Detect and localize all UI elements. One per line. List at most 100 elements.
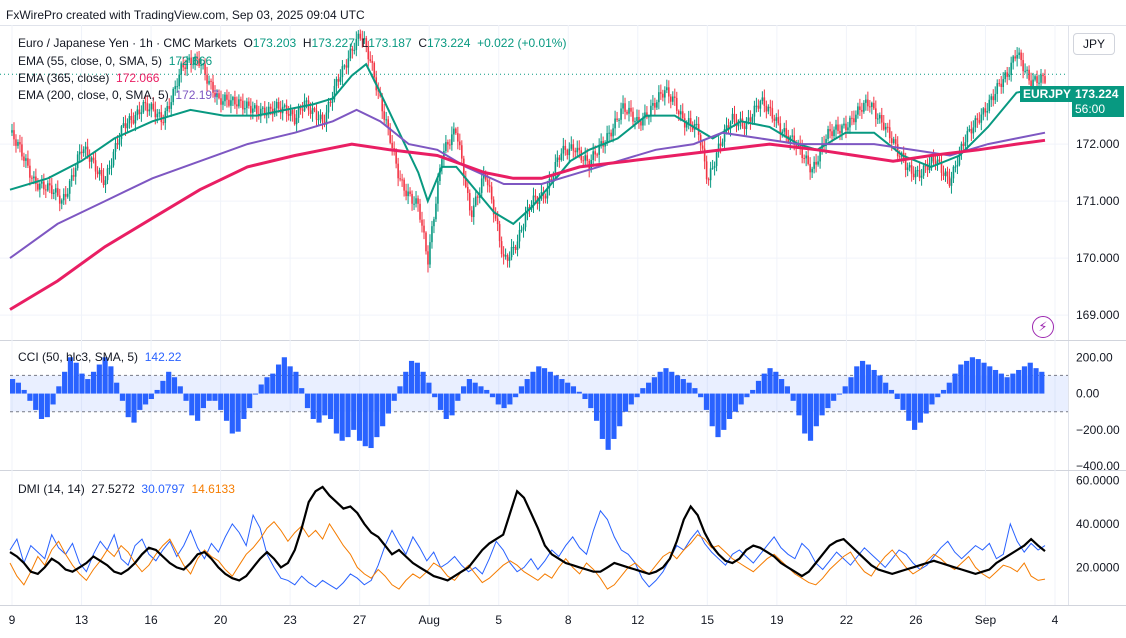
candle-body	[630, 107, 632, 112]
cci-bar	[680, 379, 686, 394]
candle-body	[671, 96, 674, 102]
cci-bar	[784, 386, 790, 394]
candle-body	[562, 145, 565, 154]
candle-body	[437, 181, 439, 204]
candle-body	[751, 116, 754, 122]
candle-body	[898, 156, 901, 158]
cci-bar	[426, 382, 432, 394]
candle-body	[311, 108, 314, 114]
candle-body	[461, 145, 463, 159]
cci-bar	[166, 371, 172, 394]
candle-body	[873, 102, 875, 109]
candle-body	[618, 119, 620, 121]
candle-body	[250, 105, 252, 113]
candle-body	[242, 100, 244, 110]
legend-dmi[interactable]: DMI (14, 14) 27.5272 30.0797 14.6133	[18, 482, 235, 496]
candle-body	[998, 83, 1001, 85]
candle-body	[443, 151, 445, 160]
time-axis-tick: 15	[701, 613, 715, 627]
candle-body	[894, 139, 897, 145]
candle-body	[861, 109, 863, 112]
candle-body	[1024, 70, 1026, 72]
candle-body	[116, 143, 119, 145]
cci-axis-tick: −200.00	[1076, 423, 1120, 437]
candle-body	[980, 114, 983, 123]
candle-body	[829, 129, 831, 132]
candle-body	[626, 111, 628, 114]
candle-body	[66, 193, 69, 197]
candle-body	[158, 112, 161, 114]
candle-body	[447, 142, 449, 145]
cci-bar	[663, 368, 669, 394]
candle-body	[341, 66, 344, 78]
currency-button[interactable]: JPY	[1073, 33, 1116, 55]
cci-bar	[646, 382, 652, 394]
symbol-title[interactable]: Euro / Japanese Yen · 1h · CMC Markets	[18, 36, 237, 50]
candle-body	[206, 74, 208, 84]
candle-body	[182, 63, 184, 68]
candle-body	[152, 103, 155, 110]
cci-axis-tick: 0.00	[1076, 387, 1100, 401]
candle-body	[1006, 72, 1008, 77]
cci-bar	[90, 371, 97, 394]
candle-body	[455, 128, 457, 134]
candle-body	[58, 195, 61, 204]
candle-body	[136, 109, 139, 116]
time-axis-tick: 23	[283, 613, 297, 627]
candle-body	[666, 87, 668, 91]
time-axis-tick: 27	[353, 613, 367, 627]
lightning-icon[interactable]: ⚡	[1032, 316, 1054, 338]
candle-body	[809, 163, 811, 173]
candle-body	[703, 148, 706, 162]
candle-body	[994, 93, 997, 101]
cci-bar	[148, 393, 154, 400]
candle-body	[733, 113, 736, 120]
candle-body	[395, 150, 397, 164]
cci-bar	[385, 393, 392, 414]
time-axis-tick: Sep	[975, 613, 997, 627]
candle-body	[180, 63, 182, 75]
candle-body	[494, 214, 497, 219]
cci-bar	[345, 393, 351, 438]
candle-body	[721, 141, 724, 146]
cci-bar	[825, 393, 831, 409]
candle-body	[849, 117, 851, 128]
candle-body	[35, 176, 37, 184]
candle-body	[548, 179, 551, 188]
cci-bar	[374, 393, 380, 438]
candle-body	[98, 170, 101, 175]
candle-body	[353, 49, 356, 51]
candle-body	[263, 107, 266, 116]
cci-bar	[96, 364, 102, 394]
candle-body	[719, 143, 722, 146]
candle-body	[198, 58, 200, 66]
candle-body	[498, 224, 501, 242]
legend-ema365[interactable]: EMA (365, close) 172.066	[18, 71, 160, 85]
candle-body	[464, 178, 467, 187]
candle-body	[297, 107, 300, 118]
candle-body	[771, 108, 774, 119]
axis-labels: 169.000 170.000 171.000 172.000 9 13 16 20 23 27 A…	[9, 137, 1120, 627]
candle-body	[880, 115, 883, 123]
candle-body	[606, 133, 608, 144]
candle-body	[886, 126, 889, 128]
candle-body	[904, 160, 907, 171]
candle-body	[934, 161, 937, 164]
cci-bar	[114, 382, 120, 394]
cci-bar	[593, 393, 600, 421]
cci-bar	[507, 393, 513, 405]
legend-ema55[interactable]: EMA (55, close, 0, SMA, 5) 172.666	[18, 54, 213, 68]
candle-body	[992, 96, 995, 101]
candle-body	[966, 130, 969, 143]
candle-body	[570, 144, 573, 149]
candle-body	[114, 143, 117, 152]
legend-ema200[interactable]: EMA (200, close, 0, SMA, 5) 172.197	[18, 88, 219, 102]
cci-bar	[27, 393, 33, 401]
candle-body	[652, 103, 654, 106]
candle-body	[1034, 76, 1036, 80]
cci-bar	[10, 379, 16, 394]
candle-body	[524, 214, 527, 228]
high-value: 173.227	[311, 36, 355, 50]
legend-cci[interactable]: CCI (50, hlc3, SMA, 5) 142.22	[18, 350, 182, 364]
